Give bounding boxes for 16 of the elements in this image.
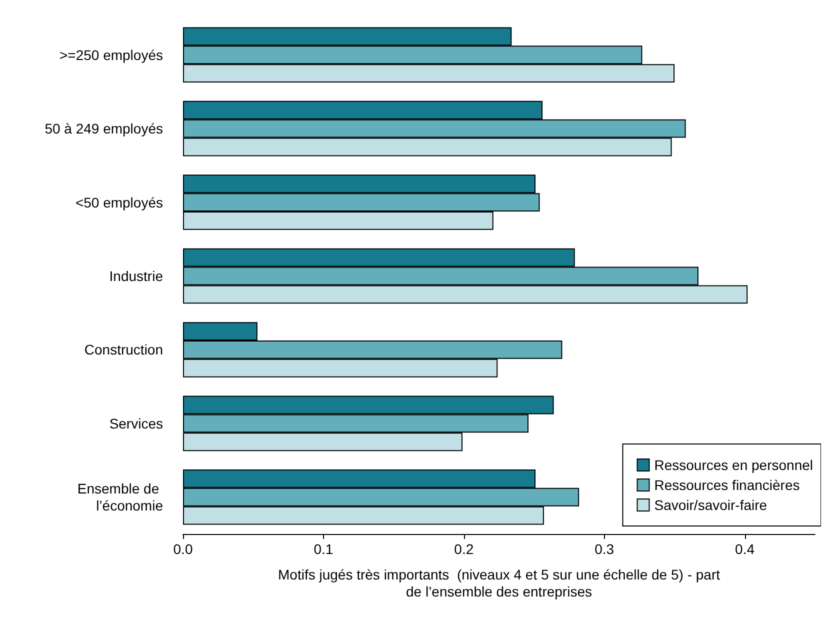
y-tick-label: Services — [109, 415, 163, 432]
x-tick-label: 0.2 — [454, 541, 474, 557]
legend-label: Savoir/savoir-faire — [654, 497, 768, 513]
x-tick-label: 0.0 — [173, 541, 193, 557]
y-tick-label: 50 à 249 employés — [44, 120, 163, 137]
x-tick-label: 0.3 — [594, 541, 614, 557]
y-tick-label: Construction — [84, 342, 163, 358]
y-tick-label: >=250 employés — [59, 46, 163, 63]
x-axis-title: Motifs jugés très importants (niveaux 4 et 5 sur une échelle de 5) - part de l’ensemble des entreprises — [278, 566, 720, 600]
y-tick-label: Industrie — [109, 268, 164, 284]
y-tick-label: Ensemble de l’économie — [77, 480, 164, 514]
x-tick-label: 0.1 — [314, 541, 334, 557]
legend-label: Ressources en personnel — [654, 457, 814, 473]
x-tick-label: 0.4 — [735, 541, 755, 557]
y-tick-label: <50 employés — [75, 194, 163, 210]
legend-label: Ressources financières — [654, 477, 800, 493]
